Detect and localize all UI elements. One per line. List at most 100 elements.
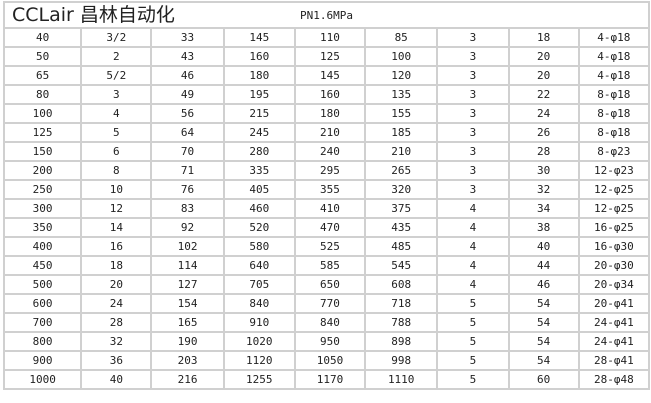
table-cell: 32	[82, 333, 151, 350]
table-cell: 4	[438, 257, 508, 274]
table-cell: 83	[152, 200, 223, 217]
table-cell: 18	[82, 257, 151, 274]
table-cell: 145	[224, 29, 294, 46]
table-cell: 32	[509, 181, 578, 198]
table-cell: 5/2	[82, 67, 151, 84]
table-cell: 3	[438, 162, 508, 179]
table-cell: 54	[509, 295, 578, 312]
table-cell: 585	[295, 257, 365, 274]
table-row: 200 8 71 335 295 265 3 30 12-φ23	[5, 162, 648, 179]
table-cell: 154	[152, 295, 223, 312]
table-cell: 54	[509, 314, 578, 331]
table-cell: 80	[5, 86, 81, 103]
table-cell: 26	[509, 124, 578, 141]
table-cell: 4	[438, 219, 508, 236]
table-row: 450 18 114 640 585 545 4 44 20-φ30	[5, 257, 648, 274]
pressure-header: PN1.6MPa	[5, 3, 648, 27]
table-cell: 85	[366, 29, 437, 46]
table-cell: 350	[5, 219, 81, 236]
table-cell: 998	[366, 352, 437, 369]
table-cell: 12-φ23	[579, 162, 648, 179]
table-cell: 245	[224, 124, 294, 141]
table-cell: 770	[295, 295, 365, 312]
table-cell: 18	[509, 29, 578, 46]
table-cell: 4-φ18	[579, 29, 648, 46]
table-cell: 30	[509, 162, 578, 179]
table-row: 900 36 203 1120 1050 998 5 54 28-φ41	[5, 352, 648, 369]
table-cell: 36	[82, 352, 151, 369]
table-cell: 910	[224, 314, 294, 331]
table-cell: 24	[509, 105, 578, 122]
table-cell: 3	[438, 181, 508, 198]
table-cell: 250	[5, 181, 81, 198]
table-row: 700 28 165 910 840 788 5 54 24-φ41	[5, 314, 648, 331]
table-cell: 608	[366, 276, 437, 293]
table-cell: 5	[438, 352, 508, 369]
table-cell: 76	[152, 181, 223, 198]
table-cell: 210	[295, 124, 365, 141]
table-cell: 700	[5, 314, 81, 331]
table-cell: 500	[5, 276, 81, 293]
table-cell: 120	[366, 67, 437, 84]
table-cell: 240	[295, 143, 365, 160]
table-cell: 65	[5, 67, 81, 84]
table-cell: 20	[509, 67, 578, 84]
table-cell: 92	[152, 219, 223, 236]
table-cell: 3	[438, 86, 508, 103]
table-cell: 40	[509, 238, 578, 255]
table-cell: 145	[295, 67, 365, 84]
table-cell: 405	[224, 181, 294, 198]
table-cell: 110	[295, 29, 365, 46]
table-cell: 71	[152, 162, 223, 179]
table-cell: 64	[152, 124, 223, 141]
table-cell: 40	[5, 29, 81, 46]
table-cell: 525	[295, 238, 365, 255]
table-cell: 1050	[295, 352, 365, 369]
table-cell: 10	[82, 181, 151, 198]
table-cell: 5	[438, 295, 508, 312]
table-cell: 1000	[5, 371, 81, 388]
table-cell: 3	[438, 48, 508, 65]
table-cell: 100	[366, 48, 437, 65]
table-cell: 8-φ18	[579, 124, 648, 141]
table-cell: 24-φ41	[579, 333, 648, 350]
table-cell: 20-φ30	[579, 257, 648, 274]
table-cell: 640	[224, 257, 294, 274]
table-row: 400 16 102 580 525 485 4 40 16-φ30	[5, 238, 648, 255]
table-cell: 160	[295, 86, 365, 103]
table-cell: 28	[82, 314, 151, 331]
table-row: 350 14 92 520 470 435 4 38 16-φ25	[5, 219, 648, 236]
table-cell: 840	[295, 314, 365, 331]
table-cell: 46	[152, 67, 223, 84]
table-cell: 1170	[295, 371, 365, 388]
table-cell: 600	[5, 295, 81, 312]
table-cell: 43	[152, 48, 223, 65]
table-cell: 70	[152, 143, 223, 160]
table-cell: 265	[366, 162, 437, 179]
table-cell: 4	[82, 105, 151, 122]
table-cell: 46	[509, 276, 578, 293]
table-cell: 1120	[224, 352, 294, 369]
table-cell: 16	[82, 238, 151, 255]
table-cell: 4-φ18	[579, 48, 648, 65]
table-cell: 28	[509, 143, 578, 160]
table-cell: 180	[295, 105, 365, 122]
table-cell: 300	[5, 200, 81, 217]
table-cell: 195	[224, 86, 294, 103]
table-cell: 125	[295, 48, 365, 65]
table-cell: 215	[224, 105, 294, 122]
table-cell: 54	[509, 352, 578, 369]
table-cell: 12	[82, 200, 151, 217]
table-cell: 200	[5, 162, 81, 179]
table-cell: 125	[5, 124, 81, 141]
table-row: 150 6 70 280 240 210 3 28 8-φ23	[5, 143, 648, 160]
table-row: 65 5/2 46 180 145 120 3 20 4-φ18	[5, 67, 648, 84]
table-cell: 216	[152, 371, 223, 388]
table-cell: 320	[366, 181, 437, 198]
table-cell: 165	[152, 314, 223, 331]
table-cell: 950	[295, 333, 365, 350]
table-cell: 2	[82, 48, 151, 65]
table-row: 40 3/2 33 145 110 85 3 18 4-φ18	[5, 29, 648, 46]
table-cell: 50	[5, 48, 81, 65]
table-cell: 20-φ41	[579, 295, 648, 312]
